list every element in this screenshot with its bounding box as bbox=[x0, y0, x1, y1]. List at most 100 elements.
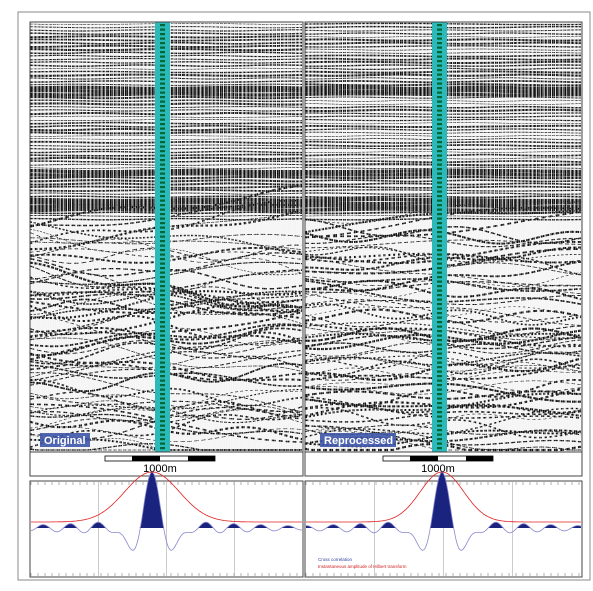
well-tick bbox=[160, 262, 165, 265]
well-tick bbox=[160, 339, 165, 342]
well-tick bbox=[437, 303, 442, 306]
well-tick bbox=[437, 163, 442, 166]
well-tick bbox=[160, 186, 165, 189]
well-tick bbox=[437, 91, 442, 94]
well-tick bbox=[160, 96, 165, 99]
well-tick bbox=[160, 51, 165, 54]
well-tick bbox=[160, 235, 165, 238]
well-tick bbox=[160, 447, 165, 450]
well-tick bbox=[437, 357, 442, 360]
wavelet-original bbox=[30, 471, 302, 576]
well-tick bbox=[437, 235, 442, 238]
well-tick bbox=[160, 276, 165, 279]
well-tick bbox=[160, 321, 165, 324]
well-tick bbox=[437, 159, 442, 162]
well-tick bbox=[160, 145, 165, 148]
well-tick bbox=[437, 330, 442, 333]
reflector bbox=[29, 269, 303, 297]
well-tick bbox=[160, 330, 165, 333]
well-tick bbox=[437, 60, 442, 63]
well-tick bbox=[437, 100, 442, 103]
well-tick bbox=[160, 37, 165, 40]
well-tick bbox=[160, 69, 165, 72]
well-tick bbox=[160, 123, 165, 126]
well-tick bbox=[437, 420, 442, 423]
well-tick bbox=[437, 118, 442, 121]
well-tick bbox=[160, 366, 165, 369]
well-tick bbox=[437, 64, 442, 67]
well-tick bbox=[437, 411, 442, 414]
well-tick bbox=[437, 195, 442, 198]
well-tick bbox=[160, 415, 165, 418]
well-tick bbox=[437, 42, 442, 45]
well-tick bbox=[160, 438, 165, 441]
well-tick bbox=[160, 361, 165, 364]
wavelet-fill bbox=[306, 472, 581, 528]
well-tick bbox=[160, 285, 165, 288]
well-tick bbox=[437, 312, 442, 315]
well-tick bbox=[437, 123, 442, 126]
well-tick bbox=[160, 168, 165, 171]
well-tick bbox=[437, 402, 442, 405]
well-tick bbox=[437, 222, 442, 225]
well-tick bbox=[437, 424, 442, 427]
well-tick bbox=[437, 37, 442, 40]
well-tick bbox=[160, 159, 165, 162]
well-tick bbox=[437, 24, 442, 27]
envelope bbox=[306, 471, 581, 523]
well-tick bbox=[437, 217, 442, 220]
well-tick bbox=[160, 132, 165, 135]
well-tick bbox=[437, 276, 442, 279]
well-tick bbox=[160, 213, 165, 216]
well-tick bbox=[437, 325, 442, 328]
well-tick bbox=[160, 127, 165, 130]
well-tick bbox=[160, 303, 165, 306]
well-tick bbox=[160, 190, 165, 193]
label-box bbox=[40, 433, 90, 447]
well-tick bbox=[437, 51, 442, 54]
well-tick bbox=[160, 136, 165, 139]
well-tick bbox=[437, 253, 442, 256]
well-tick bbox=[437, 393, 442, 396]
well-tick bbox=[437, 177, 442, 180]
well-tick bbox=[437, 231, 442, 234]
well-tick bbox=[437, 172, 442, 175]
well-tick bbox=[437, 87, 442, 90]
well-tick bbox=[437, 258, 442, 261]
well-tick bbox=[160, 78, 165, 81]
label-box bbox=[320, 433, 396, 447]
well-tick bbox=[160, 294, 165, 297]
well-tick bbox=[160, 411, 165, 414]
well-tick bbox=[437, 132, 442, 135]
well-tick bbox=[437, 208, 442, 211]
well-tick bbox=[160, 114, 165, 117]
well-tick bbox=[160, 343, 165, 346]
panel-label: Original bbox=[44, 435, 86, 447]
well-tick bbox=[160, 150, 165, 153]
well-tick bbox=[160, 226, 165, 229]
well-tick bbox=[160, 429, 165, 432]
well-tick bbox=[160, 298, 165, 301]
well-tick bbox=[437, 96, 442, 99]
well-tick bbox=[160, 258, 165, 261]
well-tick bbox=[437, 348, 442, 351]
well-tick bbox=[437, 388, 442, 391]
wavelet-reprocessed bbox=[305, 471, 582, 576]
well-tick bbox=[437, 73, 442, 76]
legend-entry: Cross correlation bbox=[318, 557, 353, 562]
well-tick bbox=[160, 384, 165, 387]
well-tick bbox=[437, 190, 442, 193]
reflector bbox=[29, 403, 303, 443]
envelope bbox=[31, 471, 302, 523]
well-tick bbox=[160, 195, 165, 198]
well-tick bbox=[437, 150, 442, 153]
well-tick bbox=[160, 163, 165, 166]
well-tick bbox=[160, 280, 165, 283]
well-tick bbox=[437, 397, 442, 400]
well-tick bbox=[437, 249, 442, 252]
well-tick bbox=[160, 204, 165, 207]
well-tick bbox=[437, 321, 442, 324]
well-tick bbox=[437, 69, 442, 72]
well-tick bbox=[160, 181, 165, 184]
well-tick bbox=[437, 433, 442, 436]
